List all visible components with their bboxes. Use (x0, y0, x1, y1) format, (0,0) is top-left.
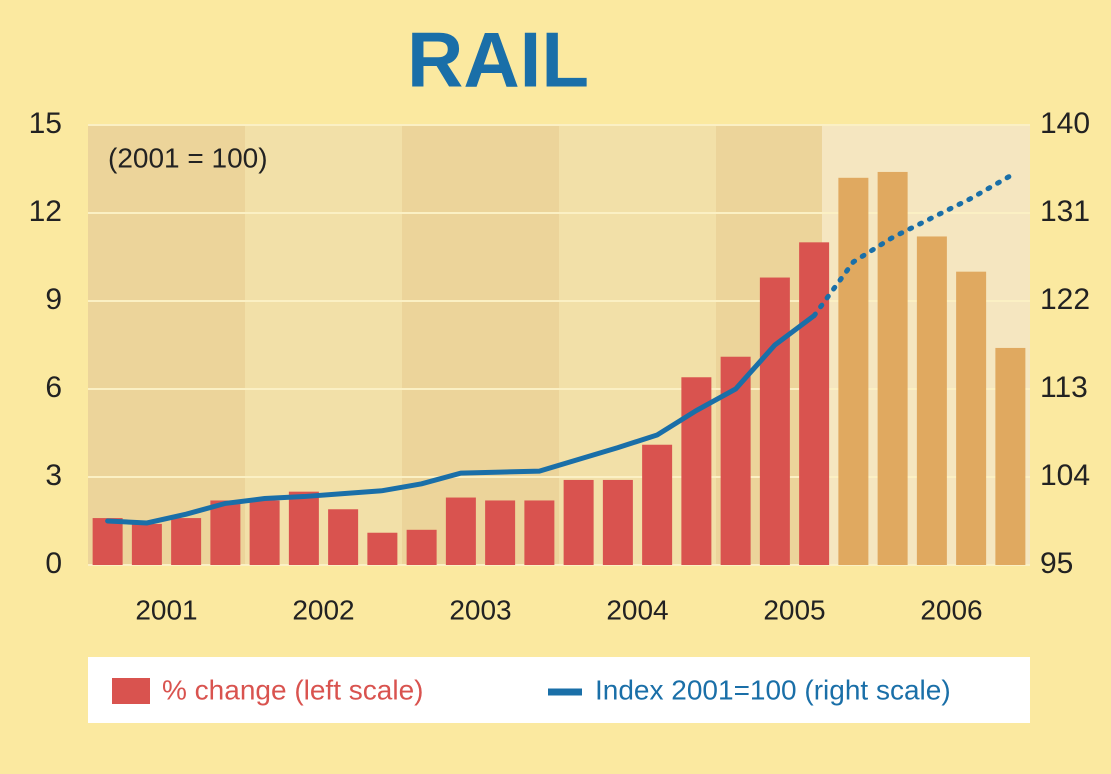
bar (171, 518, 202, 565)
bar (210, 500, 241, 565)
legend-label: % change (left scale) (162, 674, 423, 705)
bar (995, 347, 1026, 565)
line (105, 313, 817, 526)
x-group-label: 2006 (920, 594, 982, 625)
bar (916, 236, 947, 565)
bar (288, 491, 319, 565)
y2-tick-label: 131 (1040, 195, 1090, 228)
y-tick-label: 6 (45, 371, 62, 404)
bar (563, 479, 594, 565)
x-group-label: 2004 (606, 594, 668, 625)
y2-tick-label: 140 (1040, 107, 1090, 140)
year-band (88, 125, 245, 565)
y-tick-label: 15 (29, 107, 62, 140)
line-forecast (811, 173, 1013, 319)
bar (92, 518, 123, 565)
chart-title: RAIL (407, 16, 589, 104)
bar (131, 523, 162, 565)
legend-label: Index 2001=100 (right scale) (595, 674, 951, 705)
x-group-label: 2001 (135, 594, 197, 625)
legend-swatch (112, 678, 150, 704)
x-group-label: 2003 (449, 594, 511, 625)
y-tick-label: 12 (29, 195, 62, 228)
y-tick-label: 9 (45, 283, 62, 316)
x-group-label: 2005 (763, 594, 825, 625)
year-band (402, 125, 559, 565)
bar (406, 529, 437, 565)
bar (328, 509, 359, 565)
y2-tick-label: 104 (1040, 459, 1090, 492)
bar (445, 497, 476, 565)
bar (642, 444, 673, 565)
bar (524, 500, 555, 565)
annotation: (2001 = 100) (108, 142, 268, 173)
bar (838, 177, 869, 566)
bar (367, 532, 398, 565)
bar (799, 242, 830, 566)
bar (602, 479, 633, 565)
y2-tick-label: 113 (1040, 371, 1088, 404)
y2-tick-label: 95 (1040, 547, 1073, 580)
x-group-label: 2002 (292, 594, 354, 625)
bar (485, 500, 516, 565)
bar (956, 271, 987, 565)
y-tick-label: 0 (45, 547, 62, 580)
bar (759, 277, 790, 565)
y2-tick-label: 122 (1040, 283, 1090, 316)
bar (249, 500, 280, 565)
y-tick-label: 3 (45, 459, 62, 492)
